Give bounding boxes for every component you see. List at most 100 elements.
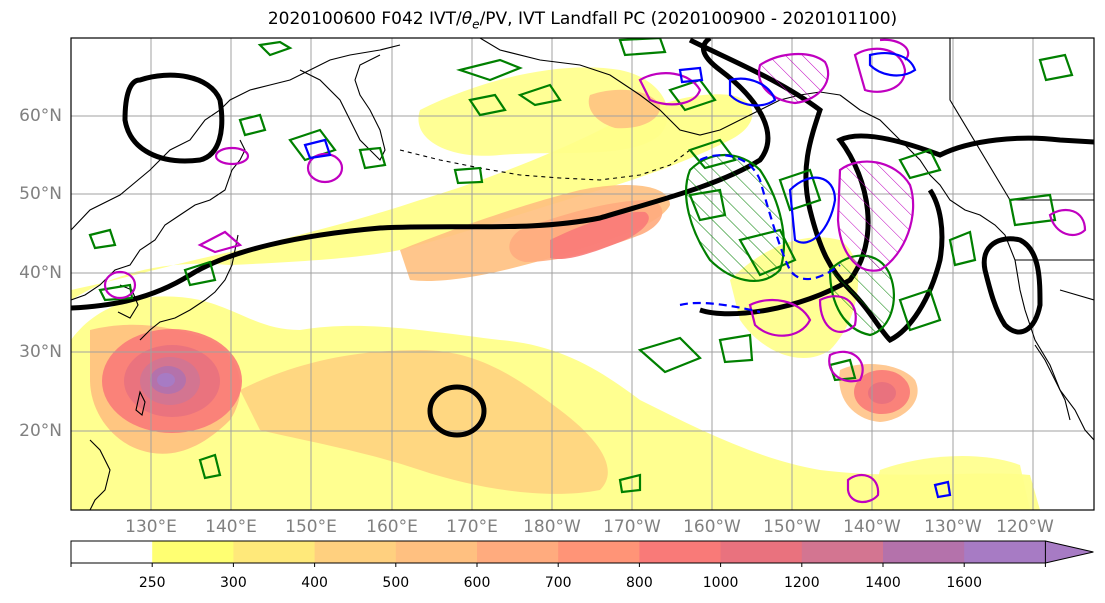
coastline-baja xyxy=(1034,344,1071,421)
theta-e-contour xyxy=(456,58,523,82)
pv-contour xyxy=(699,154,841,281)
pc-contour xyxy=(122,72,225,164)
ivt-fill-region xyxy=(550,211,649,260)
theta-e-contour xyxy=(898,288,942,332)
coastline-japan xyxy=(139,234,239,341)
theta-e-contour xyxy=(453,166,484,185)
colorbar-tick-label: 500 xyxy=(382,575,410,591)
pv-contour xyxy=(748,298,812,337)
theta-e-contour xyxy=(718,333,754,364)
theta-e-contour xyxy=(88,228,117,250)
coastline-philippines xyxy=(89,439,111,510)
lon-label: 120°W xyxy=(996,517,1054,537)
lon-label: 140°W xyxy=(843,517,901,537)
theta-e-contour xyxy=(948,230,977,267)
theta-e-contour xyxy=(828,358,857,382)
theta-e-contour xyxy=(1038,53,1074,82)
lat-label: 30°N xyxy=(19,342,62,362)
colorbar-segment xyxy=(883,541,965,563)
pv-contour xyxy=(868,52,917,77)
colorbar-segment xyxy=(395,541,478,563)
theta-e-contour xyxy=(637,336,702,374)
pv-contour xyxy=(638,72,702,106)
colorbar-segment xyxy=(801,541,884,563)
pv-contour xyxy=(879,38,910,61)
pv-contour xyxy=(828,350,864,383)
theta-e-hatched-region xyxy=(685,153,786,282)
map-frame xyxy=(70,37,1095,511)
lon-label: 130°W xyxy=(924,517,982,537)
ivt-fill-region xyxy=(868,382,896,404)
colorbar-tick-label: 800 xyxy=(626,575,653,591)
theta-e-contour xyxy=(358,146,387,170)
pv-contour xyxy=(846,473,880,503)
theta-e-contour xyxy=(257,40,293,57)
colorbar-segment xyxy=(314,541,397,563)
theta-e-contour xyxy=(468,93,507,117)
colorbar-tick-label: 1000 xyxy=(702,575,739,591)
pv-contour xyxy=(818,295,857,333)
pc-contours xyxy=(71,38,1094,438)
pv-contour xyxy=(788,176,837,244)
pv-contour xyxy=(679,301,761,314)
pv-contour xyxy=(728,77,777,107)
ivt-fill-region xyxy=(870,455,1030,510)
theta-e-contour xyxy=(688,138,737,170)
colorbar-tick-label: 1400 xyxy=(865,575,901,591)
lat-label: 60°N xyxy=(19,106,62,126)
pc-contour xyxy=(981,236,1043,335)
coastline-taiwan xyxy=(135,390,146,416)
theta-subscript: e xyxy=(472,17,480,32)
coastline-asia xyxy=(71,44,401,231)
colorbar-tick-label: 1200 xyxy=(783,575,820,591)
theta-e-contour xyxy=(688,188,727,222)
colorbar-extend-arrow xyxy=(1044,540,1094,564)
theta-e-contour xyxy=(517,83,562,107)
pv-contour xyxy=(678,66,704,84)
lon-label: 150°E xyxy=(285,517,337,537)
theta-e-contour xyxy=(238,113,267,137)
pv-positive-contours xyxy=(103,38,1087,503)
colorbar-segment xyxy=(720,541,803,563)
pc-contour xyxy=(699,133,1094,317)
theta-e-contour xyxy=(618,38,667,57)
ivt-fill-region xyxy=(418,67,668,156)
coastline-korea xyxy=(117,284,139,319)
theta-e-contour xyxy=(738,228,797,277)
lon-label: 160°E xyxy=(366,517,418,537)
colorbar-segment xyxy=(152,541,234,563)
pv-contour xyxy=(197,230,243,254)
colorbar-tick-label: 1600 xyxy=(946,575,982,591)
pv-contour xyxy=(1048,208,1087,237)
colorbar-tick-label: 700 xyxy=(544,575,572,591)
lon-label: 170°E xyxy=(446,517,498,537)
coastline-north-america xyxy=(839,94,1094,441)
map-title-container: 2020100600 F042 IVT/θe/PV, IVT Landfall … xyxy=(0,0,1105,36)
colorbar-segment xyxy=(558,541,640,563)
colorbar-tick-label: 600 xyxy=(463,575,491,591)
pv-contour xyxy=(214,146,250,166)
map-title: 2020100600 F042 IVT/θe/PV, IVT Landfall … xyxy=(267,9,898,32)
pv-contour xyxy=(933,480,952,499)
theta-e-contours xyxy=(88,38,1074,494)
pv-contour xyxy=(103,270,137,300)
ivt-fill-region xyxy=(240,350,608,494)
colorbar-tick-label: 400 xyxy=(301,575,328,591)
lat-label: 20°N xyxy=(19,421,62,441)
pv-contour xyxy=(853,47,907,93)
colorbar-segment xyxy=(477,541,559,563)
lon-label: 170°W xyxy=(603,517,661,537)
theta-e-contour xyxy=(183,260,217,287)
lon-label: 180°W xyxy=(523,517,581,537)
colorbar-segment xyxy=(233,541,316,563)
pc-contour xyxy=(427,384,487,438)
colorbar-segment xyxy=(964,541,1046,563)
theta-e-contour xyxy=(288,128,337,162)
colorbar-tick-label: 250 xyxy=(138,575,166,591)
ivt-fill-region xyxy=(588,89,661,129)
colorbar-segment xyxy=(639,541,722,563)
pc-contour xyxy=(71,38,771,311)
theta-e-contour xyxy=(778,168,822,212)
lon-label: 130°E xyxy=(125,517,177,537)
